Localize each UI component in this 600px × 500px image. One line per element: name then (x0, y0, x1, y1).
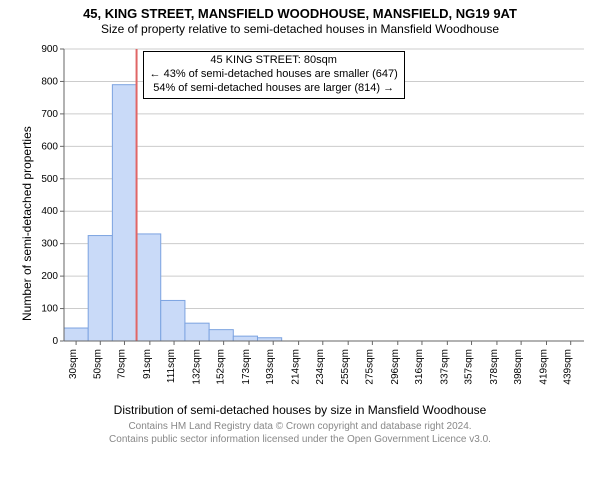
y-tick-label: 600 (41, 142, 58, 153)
x-tick-label: 91sqm (142, 349, 153, 379)
x-tick-label: 275sqm (364, 349, 375, 385)
x-tick-label: 132sqm (191, 349, 202, 385)
x-tick-label: 234sqm (315, 349, 326, 385)
x-tick-label: 296sqm (390, 349, 401, 385)
x-tick-label: 152sqm (216, 349, 227, 385)
histogram-bar (161, 301, 185, 342)
page-subtitle: Size of property relative to semi-detach… (8, 22, 592, 37)
y-tick-label: 700 (41, 109, 58, 120)
y-tick-label: 0 (52, 336, 58, 347)
y-tick-label: 300 (41, 239, 58, 250)
x-tick-label: 173sqm (241, 349, 252, 385)
y-tick-label: 500 (41, 174, 58, 185)
y-axis-label: Number of semi-detached properties (20, 126, 34, 321)
x-tick-label: 378sqm (489, 349, 500, 385)
annotation-line3: 54% of semi-detached houses are larger (… (150, 82, 398, 96)
x-axis-caption: Distribution of semi-detached houses by … (8, 403, 592, 417)
y-tick-label: 400 (41, 206, 58, 217)
y-tick-label: 100 (41, 304, 58, 315)
x-tick-label: 357sqm (464, 349, 475, 385)
histogram-bar (233, 336, 257, 341)
histogram-bar (209, 330, 233, 341)
footer-line2: Contains public sector information licen… (8, 434, 592, 447)
x-tick-label: 214sqm (291, 349, 302, 385)
annotation-line2: ← 43% of semi-detached houses are smalle… (150, 68, 398, 82)
x-tick-label: 255sqm (340, 349, 351, 385)
x-tick-label: 337sqm (439, 349, 450, 385)
x-tick-label: 193sqm (265, 349, 276, 385)
x-tick-label: 316sqm (414, 349, 425, 385)
x-tick-label: 398sqm (513, 349, 524, 385)
x-tick-label: 111sqm (166, 349, 177, 383)
histogram-bar (88, 236, 112, 341)
x-tick-label: 70sqm (116, 349, 127, 379)
histogram-bar (64, 328, 88, 341)
y-tick-label: 200 (41, 271, 58, 282)
x-tick-label: 439sqm (563, 349, 574, 385)
annotation-box: 45 KING STREET: 80sqm ← 43% of semi-deta… (143, 51, 405, 98)
y-tick-label: 900 (41, 44, 58, 55)
y-tick-label: 800 (41, 77, 58, 88)
x-tick-label: 419sqm (539, 349, 550, 385)
annotation-line1: 45 KING STREET: 80sqm (150, 54, 398, 68)
x-tick-label: 50sqm (92, 349, 103, 379)
x-tick-label: 30sqm (68, 349, 79, 379)
page-title: 45, KING STREET, MANSFIELD WOODHOUSE, MA… (8, 6, 592, 22)
histogram-bar (185, 323, 209, 341)
figure-container: 45, KING STREET, MANSFIELD WOODHOUSE, MA… (0, 0, 600, 500)
chart-area: Number of semi-detached properties 45 KI… (8, 41, 592, 401)
histogram-bar (137, 234, 161, 341)
histogram-bar (112, 85, 136, 341)
footer-line1: Contains HM Land Registry data © Crown c… (8, 421, 592, 434)
footer-attribution: Contains HM Land Registry data © Crown c… (8, 421, 592, 446)
